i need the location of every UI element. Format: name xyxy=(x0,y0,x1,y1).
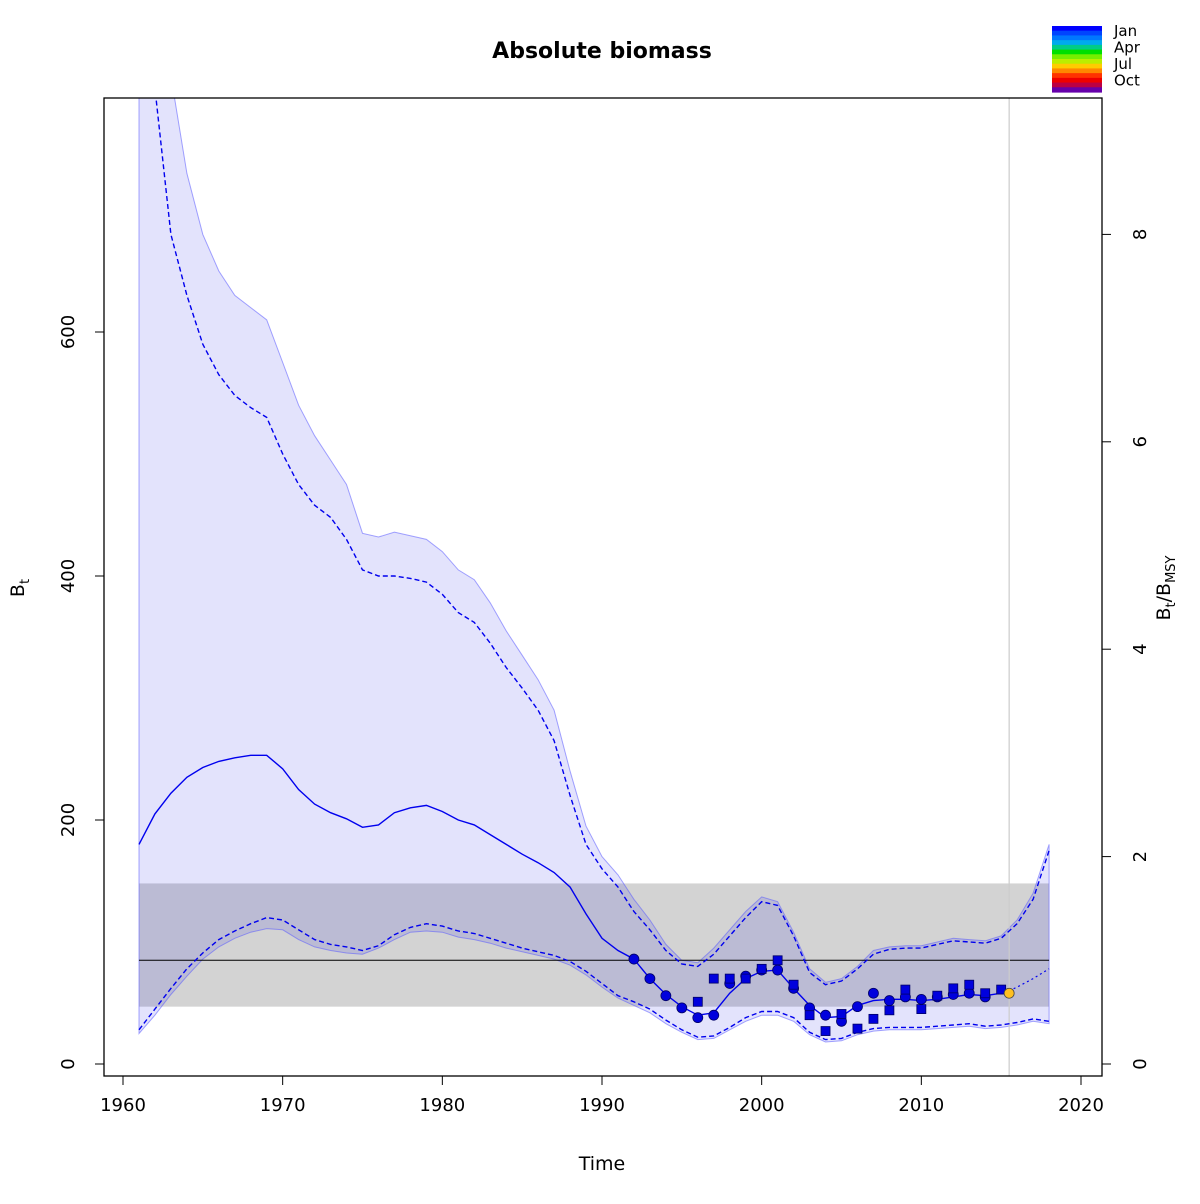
legend-label-apr: Apr xyxy=(1114,39,1141,57)
index1-point xyxy=(708,1009,720,1021)
index2-point xyxy=(692,996,703,1007)
legend-color-swatch xyxy=(1052,35,1102,41)
y-tick-label: 0 xyxy=(58,1058,79,1069)
legend-color-swatch xyxy=(1052,87,1102,93)
y2-tick-label: 8 xyxy=(1130,229,1151,240)
y2-axis-label: Bt/BMSY xyxy=(1153,555,1179,620)
y-tick-label: 200 xyxy=(58,803,79,837)
legend-color-swatch xyxy=(1052,49,1102,55)
index2-point xyxy=(868,1013,879,1024)
x-tick-label: 1980 xyxy=(419,1095,465,1116)
x-tick-label: 2000 xyxy=(739,1095,785,1116)
legend-color-swatch xyxy=(1052,77,1102,84)
legend-color-swatch xyxy=(1052,44,1102,51)
y-tick-label: 400 xyxy=(58,559,79,593)
index2-point xyxy=(932,990,943,1001)
index2-point xyxy=(836,1009,847,1019)
bmsy-confidence-band xyxy=(138,883,1050,1007)
y-tick-label: 600 xyxy=(58,315,79,349)
index2-point xyxy=(900,984,911,995)
x-tick-label: 2020 xyxy=(1058,1095,1104,1116)
legend-color-swatch xyxy=(1052,26,1102,32)
biomass-credible-band xyxy=(138,98,1050,1043)
index1-point xyxy=(692,1012,704,1024)
index1-point xyxy=(852,1001,863,1013)
index2-point xyxy=(772,955,783,966)
index1-point xyxy=(884,995,895,1006)
series-forecast xyxy=(1008,968,1050,992)
index2-point xyxy=(948,983,959,994)
index2-point xyxy=(820,1026,831,1036)
legend-color-swatch xyxy=(1052,82,1102,88)
y2-tick-label: 0 xyxy=(1130,1058,1151,1069)
index2-point xyxy=(916,1004,927,1014)
x-tick-label: 1960 xyxy=(100,1095,146,1116)
legend-color-swatch xyxy=(1052,54,1102,60)
index1-point xyxy=(644,973,656,984)
index1-point xyxy=(772,964,784,976)
legend-color-swatch xyxy=(1052,63,1102,70)
series-lower-ci xyxy=(138,916,1050,1041)
legend-label-jan: Jan xyxy=(1113,22,1137,40)
legend-color-swatch xyxy=(1052,30,1102,37)
index1-point xyxy=(628,953,640,965)
legend-color-swatch xyxy=(1052,73,1102,79)
index1-point xyxy=(676,1002,688,1014)
index2-point xyxy=(964,979,975,990)
legend-color-swatch xyxy=(1052,40,1102,46)
index1-point xyxy=(660,990,672,1002)
index1-point xyxy=(915,993,927,1005)
index2-point xyxy=(756,963,767,974)
x-tick-label: 1990 xyxy=(579,1095,625,1116)
legend-color-swatch xyxy=(1052,59,1102,65)
index2-point xyxy=(740,973,751,984)
current-state-point xyxy=(1003,987,1015,999)
index2-point xyxy=(724,973,735,984)
index2-point xyxy=(708,973,719,984)
y-axis-label: Bt xyxy=(7,579,33,597)
index2-point xyxy=(884,1005,895,1016)
index1-point xyxy=(820,1009,831,1021)
chart-title: Absolute biomass xyxy=(492,39,712,64)
index1-point xyxy=(868,987,879,999)
index2-point xyxy=(788,979,799,990)
index2-point xyxy=(980,988,991,999)
y2-tick-label: 4 xyxy=(1130,643,1151,654)
x-tick-label: 1970 xyxy=(260,1095,306,1116)
legend-color-swatch xyxy=(1052,68,1102,74)
legend-label-oct: Oct xyxy=(1114,72,1140,90)
legend-label-jul: Jul xyxy=(1113,55,1132,73)
index1-point xyxy=(963,987,975,999)
x-axis-label: Time xyxy=(578,1153,626,1175)
series-estimate xyxy=(138,754,1010,1019)
y2-tick-label: 2 xyxy=(1130,851,1151,862)
y2-tick-label: 6 xyxy=(1130,436,1151,447)
index2-point xyxy=(852,1023,863,1034)
index2-point xyxy=(804,1010,815,1021)
x-tick-label: 2010 xyxy=(898,1095,944,1116)
